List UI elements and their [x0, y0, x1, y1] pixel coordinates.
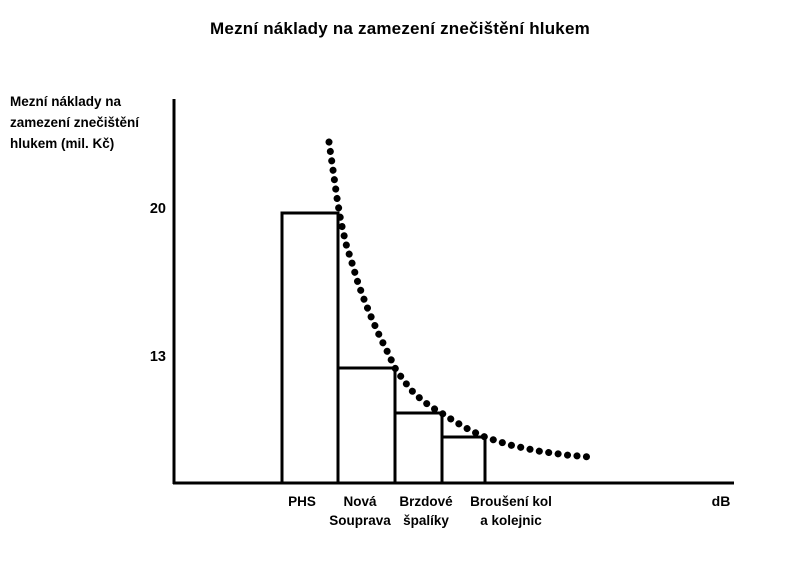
y-tick-label: 13	[149, 349, 166, 365]
y-axis-label: Mezní náklady na zamezení znečištění hlu…	[10, 91, 139, 154]
bar	[336, 366, 397, 485]
y-axis-label-line: zamezení znečištění	[10, 115, 140, 130]
x-category-label: PHS	[232, 492, 372, 511]
x-category-label-line: Souprava	[329, 513, 391, 528]
x-category-label-line: špalíky	[403, 513, 449, 528]
x-category-label: Broušení kol a kolejnic	[441, 492, 581, 530]
bar	[280, 211, 340, 485]
bar	[440, 435, 487, 485]
y-tick-label: 20	[149, 201, 166, 217]
x-category-label: Brzdové špalíky	[356, 492, 496, 530]
x-axis-unit-label: dB	[711, 493, 731, 509]
x-category-label-line: Brzdové	[399, 494, 453, 509]
x-category-label-line: Nová	[343, 494, 377, 509]
chart-title: Mezní náklady na zamezení znečištění hlu…	[210, 19, 590, 38]
x-category-label-line: Broušení kol	[470, 494, 552, 509]
x-category-label-line: PHS	[288, 494, 316, 509]
x-category-label: Nová Souprava	[290, 492, 430, 530]
bar	[393, 411, 444, 485]
x-category-label-line: a kolejnic	[480, 513, 542, 528]
y-axis-label-line: hlukem (mil. Kč)	[10, 136, 115, 151]
y-axis-label-line: Mezní náklady na	[10, 94, 122, 109]
marginal-cost-curve	[325, 138, 594, 461]
